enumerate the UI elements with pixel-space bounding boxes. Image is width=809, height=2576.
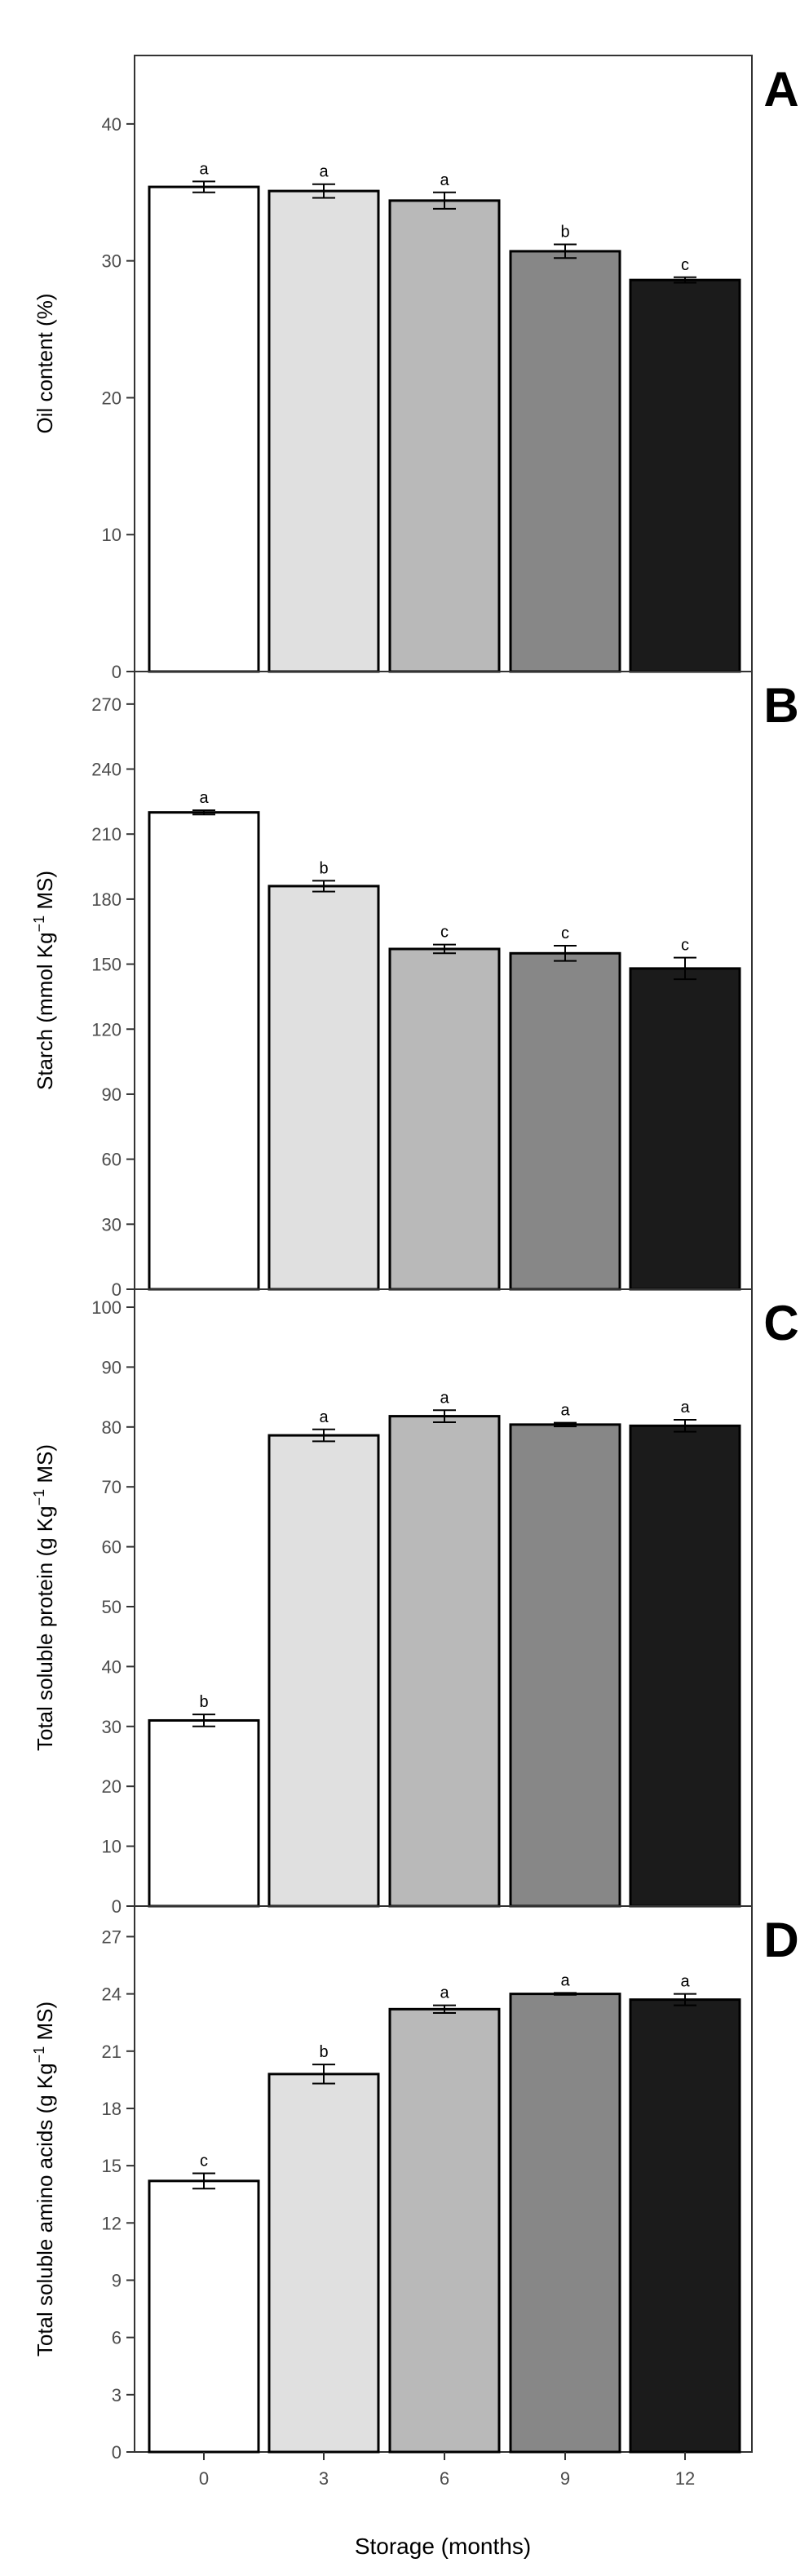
- y-tick-label: 0: [112, 2442, 122, 2463]
- bar-9: [509, 1993, 621, 2454]
- y-tick-label: 24: [102, 1984, 122, 2005]
- y-axis-title: Total soluble amino acids (g Kg−1 MS): [31, 2002, 57, 2357]
- y-tick-label: 60: [102, 1150, 122, 1170]
- y-tick-label: 15: [102, 2156, 122, 2176]
- y-tick-label: 21: [102, 2042, 122, 2062]
- significance-letter: b: [560, 224, 569, 242]
- significance-letter: b: [319, 2043, 328, 2061]
- bar-12: [629, 967, 741, 1291]
- y-tick-label: 100: [91, 1297, 122, 1318]
- y-tick-label: 30: [102, 1214, 122, 1235]
- bar-6: [388, 947, 501, 1291]
- y-axis-title: Oil content (%): [33, 294, 57, 434]
- y-tick-label: 40: [102, 1656, 122, 1677]
- y-tick-label: 240: [91, 760, 122, 780]
- significance-letter: a: [440, 1389, 449, 1407]
- significance-letter: a: [440, 1984, 449, 2002]
- panel-letter: C: [763, 1296, 798, 1350]
- y-tick-label: 6: [112, 2328, 122, 2348]
- bar-6: [388, 2007, 501, 2454]
- x-tick-label: 9: [560, 2468, 570, 2489]
- y-tick-label: 0: [112, 1896, 122, 1917]
- panel-b: a b c c c 0 30 60 90 120 150 180 210 240 270 Starch (mm…: [31, 671, 799, 1300]
- bar-0: [148, 1718, 260, 1908]
- significance-letter: a: [199, 160, 209, 178]
- y-tick-label: 30: [102, 251, 122, 272]
- y-tick-label: 30: [102, 1717, 122, 1737]
- y-tick-label: 0: [112, 1279, 122, 1300]
- significance-letter: a: [199, 789, 209, 807]
- significance-letter: c: [681, 937, 689, 955]
- bar-12: [629, 278, 741, 673]
- y-tick-label: 180: [91, 889, 122, 910]
- bar-12: [629, 1998, 741, 2454]
- x-tick-label: 6: [440, 2468, 449, 2489]
- y-tick-label: 27: [102, 1926, 122, 1947]
- y-axis-title: Starch (mmol Kg−1 MS): [31, 871, 57, 1090]
- panel-letter: D: [763, 1913, 798, 1967]
- y-tick-label: 60: [102, 1537, 122, 1558]
- y-tick-label: 90: [102, 1357, 122, 1377]
- x-tick-label: 12: [675, 2468, 695, 2489]
- significance-letter: c: [200, 2152, 208, 2170]
- bar-9: [509, 951, 621, 1291]
- bar-6: [388, 199, 501, 673]
- bar-3: [267, 1434, 380, 1908]
- significance-letter: a: [440, 171, 449, 189]
- bar-3: [267, 2073, 380, 2454]
- bar-6: [388, 1415, 501, 1908]
- bar-12: [629, 1424, 741, 1908]
- y-tick-label: 0: [112, 662, 122, 682]
- significance-letter: b: [319, 859, 328, 877]
- y-axis-title: Total soluble protein (g Kg−1 MS): [31, 1444, 57, 1751]
- panel-a: a a a b c 0 10 20 30 40 Oil content (%) A: [33, 55, 799, 682]
- x-tick-label: 0: [199, 2468, 209, 2489]
- y-tick-label: 120: [91, 1019, 122, 1040]
- y-tick-label: 210: [91, 824, 122, 845]
- significance-letter: a: [680, 1973, 690, 1991]
- bar-9: [509, 250, 621, 673]
- y-tick-label: 9: [112, 2270, 122, 2290]
- bar-0: [148, 185, 260, 673]
- y-tick-label: 20: [102, 388, 122, 408]
- y-tick-label: 10: [102, 525, 122, 545]
- y-tick-label: 40: [102, 114, 122, 135]
- significance-letter: c: [561, 924, 569, 942]
- significance-letter: a: [319, 1408, 329, 1426]
- bar-3: [267, 885, 380, 1291]
- panel-d: c b a a a 0 3 6 9 12 15 18 21 24 27 Total soluble amino…: [31, 1905, 799, 2463]
- panel-letter: A: [763, 62, 798, 117]
- bar-0: [148, 811, 260, 1291]
- significance-letter: a: [680, 1399, 690, 1417]
- y-tick-label: 3: [112, 2385, 122, 2405]
- y-tick-label: 10: [102, 1837, 122, 1857]
- x-tick-label: 3: [319, 2468, 329, 2489]
- y-tick-label: 18: [102, 2099, 122, 2119]
- bar-9: [509, 1423, 621, 1908]
- y-tick-label: 80: [102, 1417, 122, 1438]
- y-tick-label: 70: [102, 1477, 122, 1497]
- bar-0: [148, 2179, 260, 2454]
- x-axis: 0 3 6 9 12: [199, 2452, 695, 2489]
- y-tick-label: 20: [102, 1776, 122, 1797]
- significance-letter: a: [560, 1402, 570, 1420]
- significance-letter: a: [560, 1971, 570, 1989]
- panel-letter: B: [763, 678, 798, 733]
- significance-letter: c: [440, 924, 449, 942]
- panel-c: b a a a a 0 10 20 30 40 50 60 70 80 90 100 Total soluble…: [31, 1288, 799, 1917]
- y-tick-label: 50: [102, 1597, 122, 1617]
- significance-letter: a: [319, 163, 329, 181]
- y-tick-label: 90: [102, 1084, 122, 1105]
- significance-letter: c: [681, 256, 689, 274]
- y-tick-label: 150: [91, 955, 122, 975]
- bar-3: [267, 189, 380, 673]
- x-axis-title: Storage (months): [355, 2534, 531, 2559]
- y-tick-label: 270: [91, 694, 122, 715]
- y-tick-label: 12: [102, 2213, 122, 2233]
- significance-letter: b: [199, 1693, 208, 1711]
